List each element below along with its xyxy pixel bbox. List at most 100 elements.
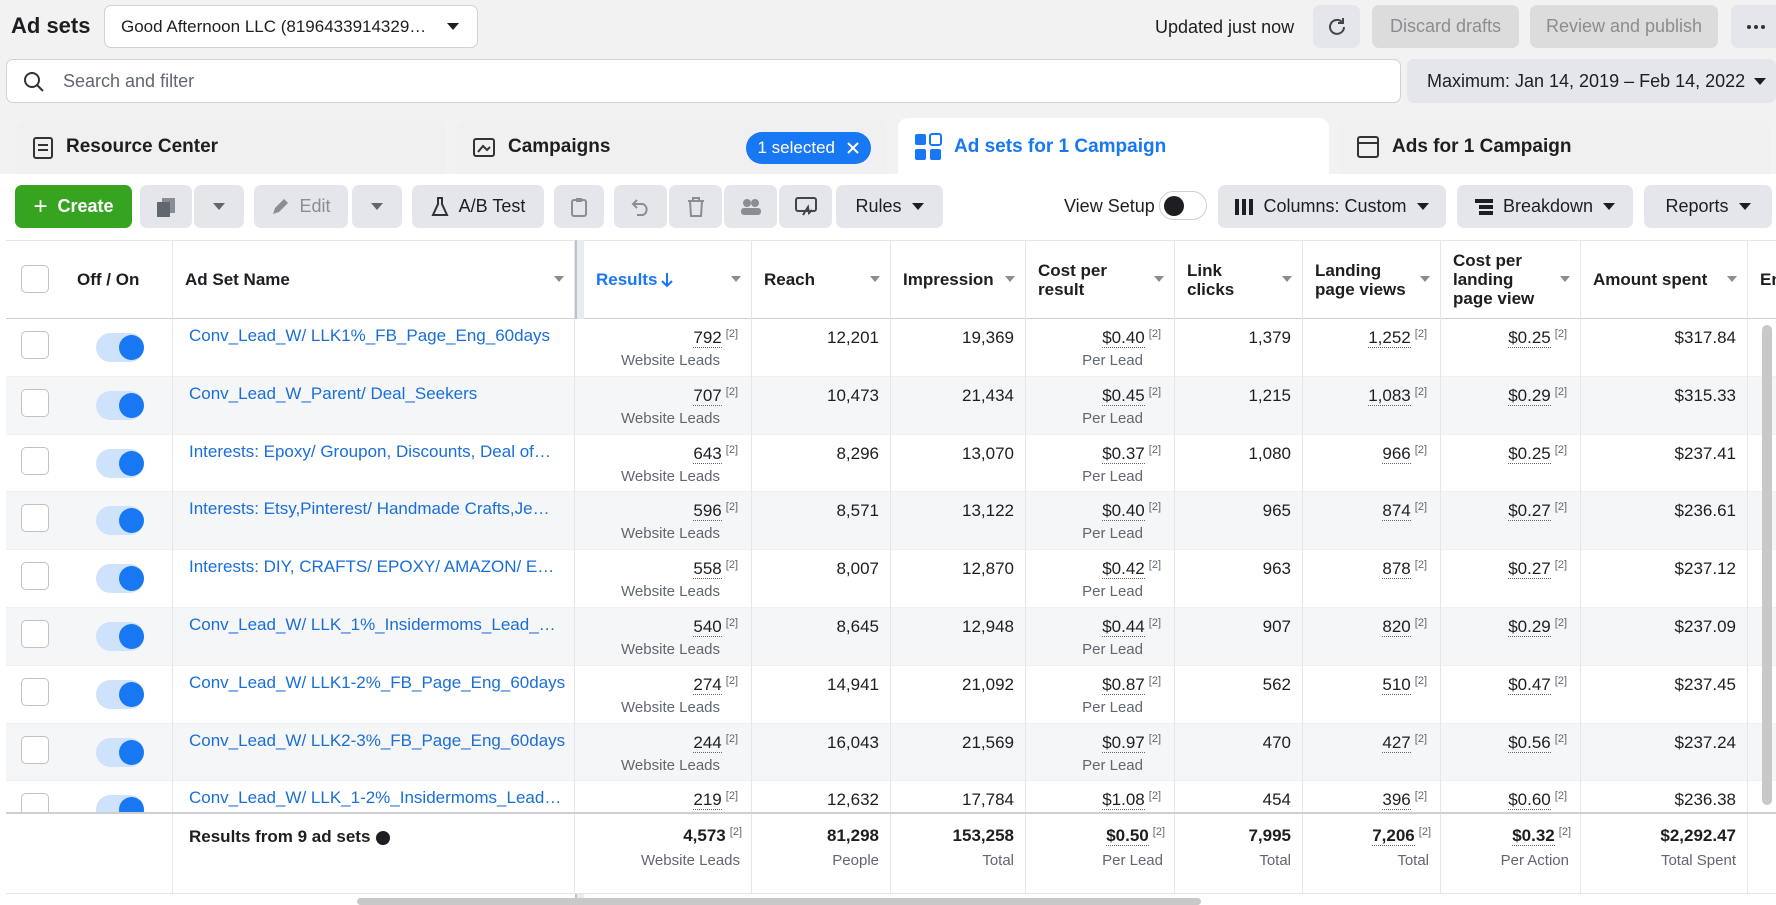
row-toggle[interactable] [96, 679, 144, 709]
value-text: 470 [1262, 732, 1291, 752]
ad-set-name[interactable]: Conv_Lead_W/ LLK2-3%_FB_Page_Eng_60days [189, 730, 566, 750]
search-bar[interactable]: Search and filter [6, 59, 1401, 103]
row-toggle[interactable] [96, 506, 144, 536]
row-toggle[interactable] [96, 622, 144, 651]
audience-button[interactable] [724, 185, 777, 228]
row-checkbox[interactable] [21, 331, 49, 359]
cell-value: 454 [1175, 790, 1303, 810]
duplicate-menu[interactable] [194, 185, 244, 228]
ad-set-name[interactable]: Conv_Lead_W/ LLK1-2%_FB_Page_Eng_60days [189, 672, 566, 692]
cell-border [1580, 781, 1581, 812]
value-text: 12,632 [827, 790, 879, 810]
account-selector[interactable]: Good Afternoon LLC (8196433914329… [104, 5, 478, 48]
tab-label: Campaigns [508, 136, 611, 157]
summary-value-text: 7,206 [1372, 826, 1415, 846]
column-header[interactable]: Results [584, 240, 752, 319]
discard-button[interactable]: Discard drafts [1372, 5, 1519, 48]
value-text: $236.38 [1674, 790, 1736, 810]
row-checkbox[interactable] [21, 677, 49, 706]
date-picker[interactable]: Maximum: Jan 14, 2019 – Feb 14, 2022 [1407, 59, 1776, 103]
columns-button[interactable]: Columns: Custom [1218, 185, 1446, 228]
more-button[interactable] [1731, 5, 1776, 48]
edit-menu[interactable] [352, 185, 402, 228]
row-toggle[interactable] [96, 737, 144, 767]
row-checkbox[interactable] [21, 388, 49, 417]
row-toggle[interactable] [96, 795, 144, 812]
ad-set-name[interactable]: Conv_Lead_W/ LLK1%_FB_Page_Eng_60days [189, 326, 551, 345]
delete-button[interactable] [669, 185, 722, 228]
select-all-checkbox[interactable] [21, 265, 49, 293]
column-header[interactable]: Link clicks [1175, 240, 1303, 319]
cell-value: 12,201 [752, 328, 891, 348]
toggle-knob [119, 335, 144, 360]
footnote-marker: [2] [1414, 674, 1427, 687]
cell-value: 510 [2] [1303, 674, 1441, 695]
cell-value: 8,645 [752, 617, 891, 637]
tab[interactable]: Campaigns 1 selected [456, 119, 887, 175]
row-toggle[interactable] [96, 390, 144, 420]
row-checkbox[interactable] [21, 562, 49, 591]
horizontal-scrollbar[interactable] [357, 898, 1201, 905]
cell-value: 1,080 [1175, 444, 1303, 464]
header-row [6, 240, 1776, 319]
selection-badge[interactable]: 1 selected [745, 132, 871, 164]
column-header[interactable]: Landing page views [1303, 240, 1441, 319]
footnote-marker: [2] [1558, 826, 1571, 838]
row-toggle[interactable] [96, 564, 144, 594]
vertical-scrollbar[interactable] [1762, 325, 1772, 805]
tab[interactable]: Ads for 1 Campaign [1340, 119, 1770, 175]
value-text: $237.45 [1674, 674, 1736, 694]
column-header[interactable]: Impressions [891, 240, 1026, 319]
ad-set-name[interactable]: Interests: Etsy,Pinterest/ Handmade Craf… [189, 499, 550, 519]
value-text: 1,080 [1248, 443, 1291, 463]
row-toggle[interactable] [96, 448, 144, 478]
cell-value: 8,007 [752, 559, 891, 579]
duplicate-button[interactable] [140, 185, 192, 228]
cell-border [172, 608, 173, 666]
value-text: $237.09 [1674, 617, 1736, 636]
ad-set-name[interactable]: Interests: Epoxy/ Groupon, Discounts, De… [189, 441, 551, 461]
row-checkbox[interactable] [21, 446, 49, 475]
reports-button[interactable]: Reports [1644, 185, 1772, 228]
cell-border [172, 781, 173, 812]
clipboard-button[interactable] [554, 185, 604, 228]
refresh-button[interactable] [1313, 5, 1360, 48]
row-checkbox[interactable] [21, 735, 49, 764]
ad-set-name[interactable]: Conv_Lead_W/ LLK_1%_Insidermoms_Lead_… [189, 615, 556, 634]
value-text: $0.45 [1102, 385, 1145, 406]
breakdown-button[interactable]: Breakdown [1457, 185, 1633, 228]
preview-button[interactable] [779, 185, 832, 228]
column-header[interactable]: Amount spent [1581, 240, 1748, 319]
ad-set-name[interactable]: Conv_Lead_W_Parent/ Deal_Seekers [189, 383, 478, 403]
ad-set-name[interactable]: Conv_Lead_W/ LLK_1-2%_Insidermoms_Lead… [189, 788, 562, 808]
summary-value: $0.32 [2] [1441, 826, 1581, 846]
close-icon [847, 142, 859, 154]
column-header[interactable]: Cost per landing page view [1441, 240, 1581, 319]
undo-button[interactable] [614, 185, 667, 228]
column-header[interactable]: Ad Set Name [173, 240, 575, 319]
cell-border [574, 492, 575, 551]
edit-button[interactable]: Edit [254, 185, 348, 228]
view-setup-toggle[interactable] [1159, 191, 1207, 220]
footnote-marker: [2] [725, 328, 738, 340]
row-toggle[interactable] [96, 333, 144, 362]
cell-border [890, 781, 891, 812]
row-checkbox[interactable] [21, 620, 49, 648]
dropdown-icon [1603, 203, 1616, 210]
create-button[interactable]: + Create [15, 185, 132, 228]
tab[interactable]: Resource Center [16, 119, 445, 175]
cell-value: 965 [1175, 501, 1303, 521]
row-checkbox[interactable] [21, 504, 49, 533]
tab-active[interactable]: Ad sets for 1 Campaign [898, 118, 1329, 175]
rules-button[interactable]: Rules [836, 185, 943, 228]
column-header[interactable]: Reach [752, 240, 891, 319]
publish-button[interactable]: Review and publish [1530, 5, 1718, 48]
ab-test-button[interactable]: A/B Test [412, 185, 544, 228]
column-header[interactable]: Cost per result [1026, 240, 1175, 319]
value-text: 510 [1382, 674, 1411, 695]
row-checkbox[interactable] [21, 793, 49, 812]
column-header[interactable]: Off / On [65, 240, 173, 319]
column-header-text: En [1760, 270, 1776, 289]
column-header[interactable]: En [1748, 240, 1776, 319]
ad-set-name[interactable]: Interests: DIY, CRAFTS/ EPOXY/ AMAZON/ E… [189, 557, 555, 577]
